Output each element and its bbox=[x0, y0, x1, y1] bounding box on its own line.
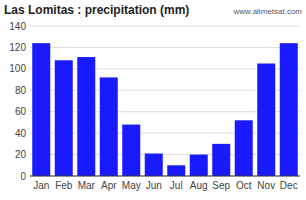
bar bbox=[280, 43, 298, 176]
y-tick-label: 120 bbox=[9, 42, 26, 53]
grid-line bbox=[30, 176, 300, 177]
bar bbox=[77, 57, 95, 176]
x-tick-label: Jan bbox=[33, 180, 49, 191]
title: Las Lomitas : precipitation (mm) bbox=[4, 3, 189, 17]
y-tick-label: 140 bbox=[9, 21, 26, 32]
grid-line bbox=[30, 47, 300, 48]
annotation: www.allmetsat.com bbox=[233, 7, 303, 16]
bar bbox=[122, 125, 140, 176]
y-tick-label: 0 bbox=[20, 171, 26, 182]
bar bbox=[167, 165, 185, 176]
bars bbox=[32, 43, 298, 176]
bar bbox=[257, 64, 275, 177]
bar bbox=[100, 77, 118, 176]
x-tick-label: Jul bbox=[170, 180, 183, 191]
x-tick-label: Apr bbox=[101, 180, 117, 191]
bar bbox=[55, 60, 73, 176]
bar bbox=[145, 154, 163, 177]
y-grid bbox=[30, 26, 300, 176]
bar bbox=[190, 155, 208, 176]
bar bbox=[32, 43, 50, 176]
x-tick-label: Aug bbox=[190, 180, 208, 191]
x-tick-label: Sep bbox=[212, 180, 230, 191]
y-tick-label: 80 bbox=[15, 85, 27, 96]
y-tick-label: 60 bbox=[15, 106, 27, 117]
x-axis-line bbox=[30, 176, 300, 177]
x-tick-label: Jun bbox=[146, 180, 162, 191]
chart-container: Las Lomitas : precipitation (mm) www.allm… bbox=[0, 0, 306, 200]
bar bbox=[212, 144, 230, 176]
y-tick-label: 100 bbox=[9, 63, 26, 74]
bar bbox=[235, 120, 253, 176]
chart-svg: Las Lomitas : precipitation (mm) www.allm… bbox=[0, 0, 306, 200]
x-tick-label: Nov bbox=[257, 180, 275, 191]
x-tick-label: May bbox=[122, 180, 141, 191]
x-tick-label: Dec bbox=[280, 180, 298, 191]
y-tick-label: 20 bbox=[15, 149, 27, 160]
x-tick-label: Oct bbox=[236, 180, 252, 191]
x-tick-label: Mar bbox=[78, 180, 96, 191]
x-tick-label: Feb bbox=[55, 180, 73, 191]
y-tick-label: 40 bbox=[15, 128, 27, 139]
grid-line bbox=[30, 26, 300, 27]
